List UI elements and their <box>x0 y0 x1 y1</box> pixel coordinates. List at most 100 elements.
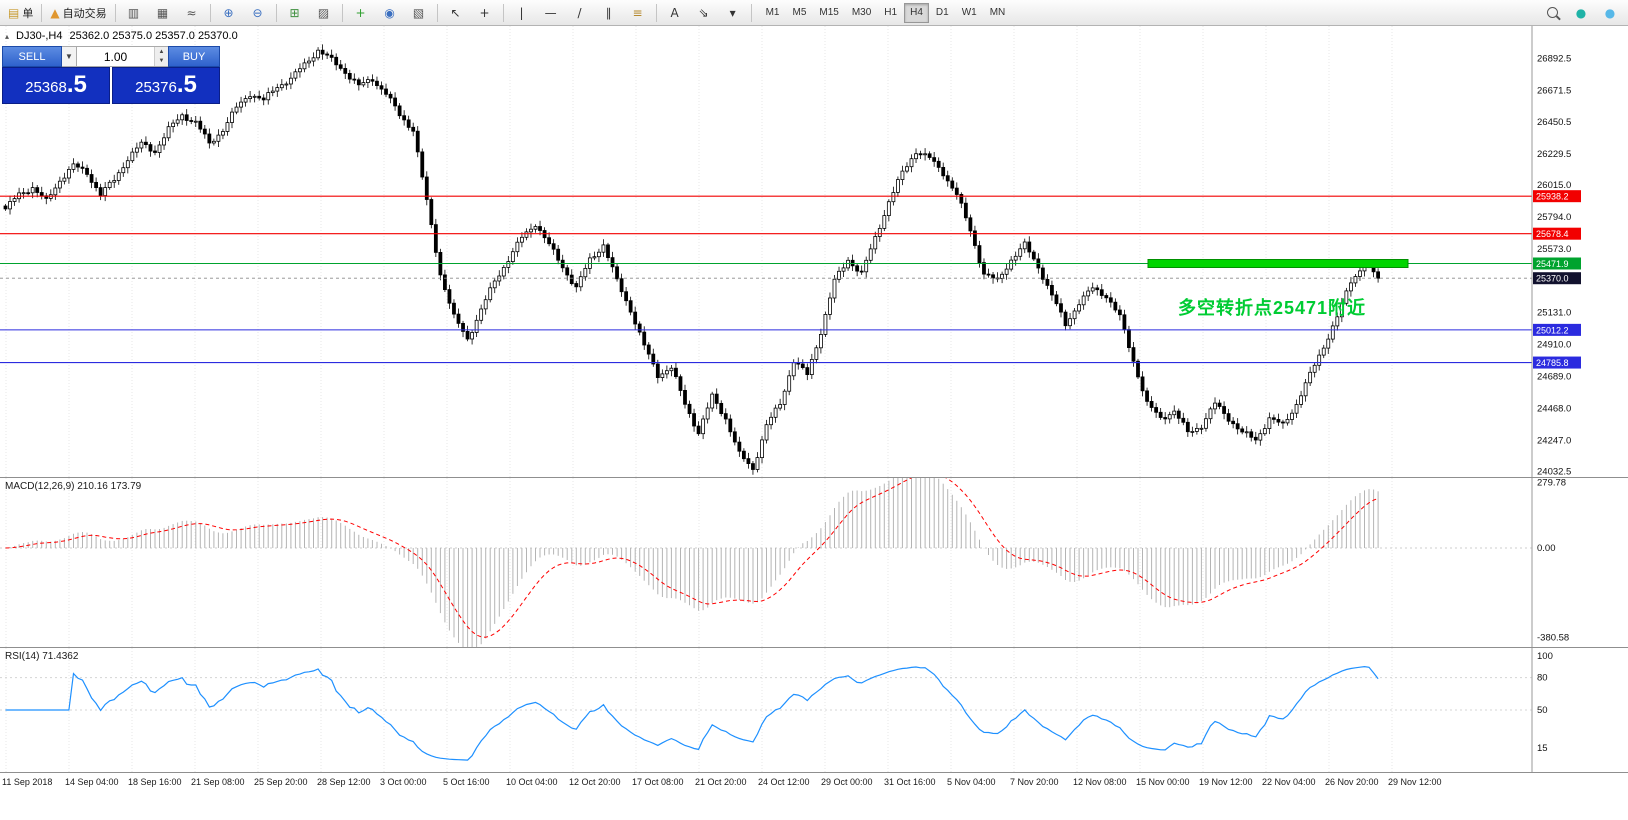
sell-price[interactable]: 25368.5 <box>2 67 110 104</box>
price-chart[interactable]: 26892.5 26671.5 26450.5 26229.5 26015.0 25794… <box>0 26 1628 477</box>
sell-button[interactable]: SELL <box>2 46 62 67</box>
zoom-in-button[interactable]: ⊕ <box>215 2 243 24</box>
timeframe-mn[interactable]: MN <box>989 7 1006 18</box>
timeframe-w1[interactable]: W1 <box>961 7 977 18</box>
crosshair-icon: + <box>479 5 490 20</box>
volume-decrease-button[interactable]: ▼ <box>155 56 168 66</box>
fibonacci-icon: ≡ <box>632 5 643 20</box>
buy-button[interactable]: BUY <box>168 46 220 67</box>
volume-field: ▲ ▼ <box>77 46 168 67</box>
order-options-dropdown[interactable]: ▼ <box>62 46 77 67</box>
cascade-windows-button[interactable]: ▨ <box>310 2 338 24</box>
time-axis-label: 5 Nov 04:00 <box>947 777 996 787</box>
new-chart-button[interactable]: + <box>347 2 375 24</box>
time-axis[interactable]: 11 Sep 2018 14 Sep 04:00 18 Sep 16:00 21 Se… <box>0 772 1628 820</box>
toolbar-separator <box>341 3 343 22</box>
crosshair-button[interactable]: + <box>471 2 499 24</box>
new-order-button[interactable]: ▤ 单 <box>4 2 37 24</box>
search-icon <box>1546 7 1558 18</box>
time-axis-label: 14 Sep 04:00 <box>65 777 119 787</box>
time-axis-label: 5 Oct 16:00 <box>443 777 490 787</box>
buy-price[interactable]: 25376.5 <box>112 67 220 104</box>
search-button[interactable] <box>1538 2 1566 24</box>
svg-text:24910.0: 24910.0 <box>1537 340 1571 351</box>
svg-text:24247.0: 24247.0 <box>1537 435 1571 446</box>
time-axis-label: 29 Oct 00:00 <box>821 777 873 787</box>
time-axis-label: 12 Oct 20:00 <box>569 777 621 787</box>
rsi-indicator-panel[interactable]: 100 80 50 15 RSI(14) 71.4362 <box>0 647 1628 773</box>
chart-shift-button[interactable]: ◉ <box>376 2 404 24</box>
svg-text:26229.5: 26229.5 <box>1537 149 1571 160</box>
cursor-button[interactable]: ↖ <box>442 2 470 24</box>
horizontal-line-button[interactable]: — <box>537 2 565 24</box>
ohlc-values: 25362.0 25375.0 25357.0 25370.0 <box>69 30 238 42</box>
vertical-line-button[interactable]: | <box>508 2 536 24</box>
equidistant-channel-icon: ∥ <box>605 5 612 20</box>
svg-text:26015.0: 26015.0 <box>1537 180 1571 191</box>
autotrading-button[interactable]: ▲ 自动交易 <box>46 2 110 24</box>
one-click-trading-panel: SELL ▼ ▲ ▼ BUY 25368.5 25376.5 <box>2 46 220 104</box>
rsi-header: RSI(14) 71.4362 <box>5 651 79 662</box>
volume-increase-button[interactable]: ▲ <box>155 47 168 57</box>
time-axis-label: 28 Sep 12:00 <box>317 777 371 787</box>
timeframe-h4[interactable]: H4 <box>904 2 929 23</box>
toolbar-separator <box>275 3 277 22</box>
svg-text:25370.0: 25370.0 <box>1536 274 1569 284</box>
chevron-down-icon: ▼ <box>65 52 73 61</box>
time-axis-label: 21 Sep 08:00 <box>191 777 245 787</box>
timeframe-m30[interactable]: M30 <box>851 7 872 18</box>
shapes-dropdown-icon: ▾ <box>729 5 736 20</box>
svg-text:26671.5: 26671.5 <box>1537 85 1571 96</box>
toolbar-separator <box>655 3 657 22</box>
timeframe-h1[interactable]: H1 <box>884 7 898 18</box>
notifications-icon: ● <box>1604 5 1616 20</box>
chart-expand-icon[interactable]: ▴ <box>5 31 10 41</box>
templates-button[interactable]: ▧ <box>405 2 433 24</box>
vertical-line-icon: | <box>519 5 524 20</box>
time-axis-label: 7 Nov 20:00 <box>1010 777 1059 787</box>
rsi-chart[interactable]: 100 80 50 15 <box>0 648 1628 773</box>
horizontal-line-icon: — <box>544 5 557 20</box>
toolbar-separator <box>436 3 438 22</box>
arrow-tools-button[interactable]: ⇘ <box>690 2 718 24</box>
svg-text:80: 80 <box>1537 673 1548 684</box>
svg-text:24785.8: 24785.8 <box>1536 358 1569 368</box>
shapes-dropdown-button[interactable]: ▾ <box>719 2 747 24</box>
candlestick-chart-button[interactable]: ▦ <box>149 2 177 24</box>
bar-chart-button[interactable]: ▥ <box>120 2 148 24</box>
chart-shift-icon: ◉ <box>384 5 395 20</box>
main-chart-panel[interactable]: 26892.5 26671.5 26450.5 26229.5 26015.0 25794… <box>0 26 1628 477</box>
macd-chart[interactable]: 279.78 0.00 -380.58 <box>0 478 1628 648</box>
svg-text:24468.0: 24468.0 <box>1537 403 1571 414</box>
equidistant-channel-button[interactable]: ∥ <box>595 2 623 24</box>
line-chart-icon: ≈ <box>186 5 197 20</box>
svg-text:25131.0: 25131.0 <box>1537 308 1571 319</box>
svg-text:24032.5: 24032.5 <box>1537 466 1571 477</box>
svg-text:100: 100 <box>1537 651 1553 662</box>
zoom-out-button[interactable]: ⊖ <box>244 2 272 24</box>
chart-annotation-text[interactable]: 多空转折点25471附近 <box>1178 298 1367 318</box>
time-axis-label: 21 Oct 20:00 <box>695 777 747 787</box>
fibonacci-button[interactable]: ≡ <box>624 2 652 24</box>
autotrading-button-label: 自动交易 <box>62 7 107 20</box>
line-chart-button[interactable]: ≈ <box>178 2 206 24</box>
volume-input[interactable] <box>77 47 154 66</box>
timeframe-m5[interactable]: M5 <box>792 7 807 18</box>
community-button[interactable]: ● <box>1567 2 1595 24</box>
notifications-button[interactable]: ● <box>1596 2 1624 24</box>
svg-text:50: 50 <box>1537 705 1548 716</box>
timeframe-m15[interactable]: M15 <box>819 7 839 18</box>
toolbar-separator <box>209 3 211 22</box>
buy-price-main: 25376 <box>135 79 177 96</box>
text-label-button[interactable]: A <box>661 2 689 24</box>
new-order-icon: ▤ <box>8 5 20 20</box>
autotrading-icon: ▲ <box>50 5 60 20</box>
time-axis-label: 19 Nov 12:00 <box>1199 777 1253 787</box>
macd-indicator-panel[interactable]: 279.78 0.00 -380.58 MACD(12,26,9) 210.16 1… <box>0 477 1628 648</box>
tile-windows-button[interactable]: ⊞ <box>281 2 309 24</box>
timeframe-m1[interactable]: M1 <box>765 7 780 18</box>
timeframe-d1[interactable]: D1 <box>935 7 949 18</box>
trendline-button[interactable]: / <box>566 2 594 24</box>
macd-header: MACD(12,26,9) 210.16 173.79 <box>5 481 142 492</box>
svg-text:24689.0: 24689.0 <box>1537 372 1571 383</box>
